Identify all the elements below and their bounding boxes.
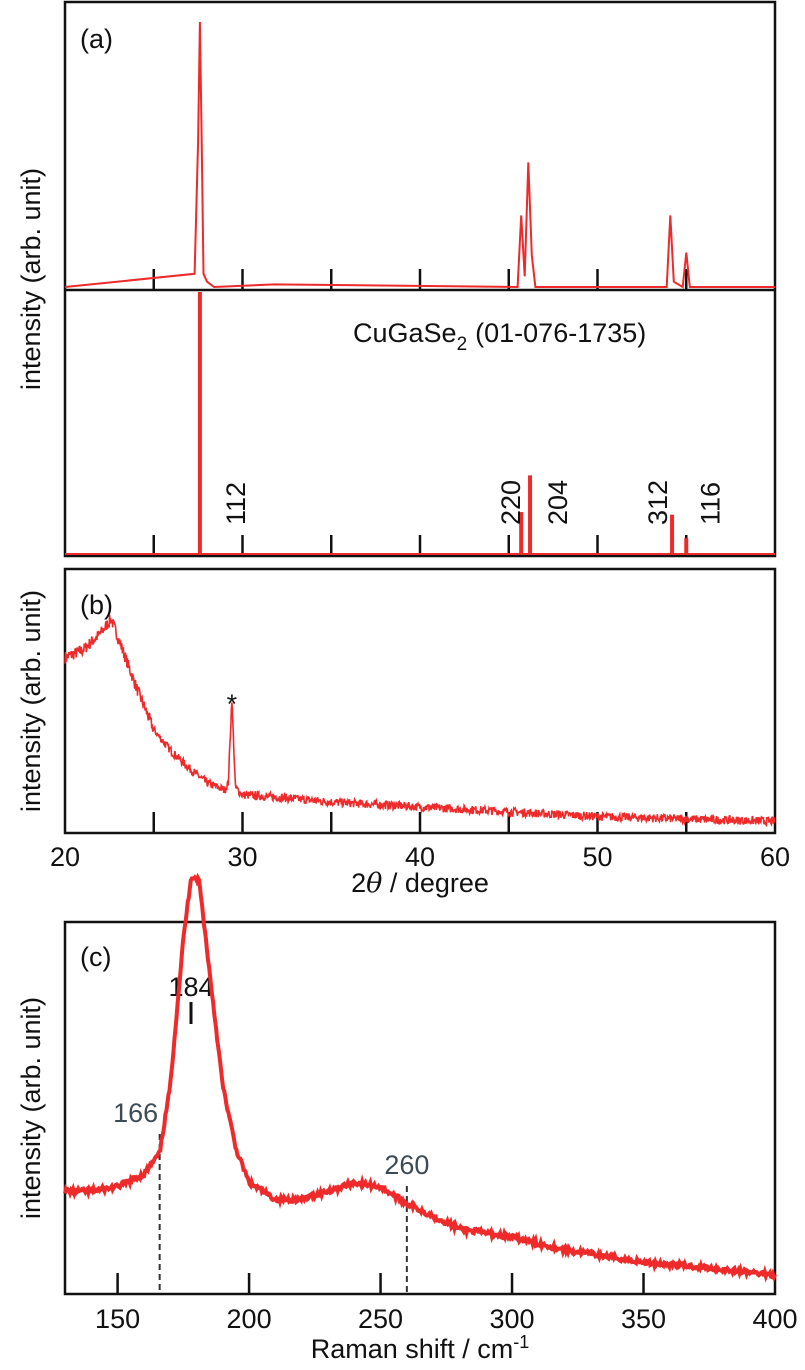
panel-c-tick-label: 300 (490, 1304, 535, 1334)
panel-c-tick-label: 400 (752, 1304, 797, 1334)
panel-a-hkl-label: 220 (496, 480, 526, 525)
panel-b-star-annotation: * (227, 689, 238, 719)
panel-c-xlabel-main: Raman shift / cm (311, 1334, 514, 1364)
reference-label-main: CuGaSe (353, 318, 457, 348)
panel-b-xlabel-suffix: / degree (382, 868, 489, 898)
panel-c-annotations: 184 166 260 (113, 972, 429, 1294)
panel-b-label: (b) (80, 590, 113, 620)
panel-c-peak-label: 184 (168, 972, 213, 1002)
panel-a-hkl-label: 112 (221, 482, 251, 525)
panel-a-reference-label: CuGaSe2 (01-076-1735) (353, 318, 646, 355)
panel-b-tick-label: 50 (582, 842, 612, 872)
panel-b-tick-label: 20 (50, 842, 80, 872)
panel-a-bottom-ticks (152, 535, 688, 556)
panel-b-tick-label: 30 (227, 842, 257, 872)
panel-c-tick-label: 150 (95, 1304, 140, 1334)
panel-a-hkl-labels: 112 220 204 312 116 (221, 480, 725, 525)
panel-a-hkl-label: 312 (643, 480, 673, 525)
panel-c-xlabel: Raman shift / cm-1 (311, 1332, 530, 1364)
panel-a-hkl-label: 116 (695, 482, 725, 525)
panel-c-ylabel: intensity (arb. unit) (16, 997, 46, 1219)
reference-label-pdf: (01-076-1735) (475, 318, 646, 348)
panel-a-ylabel: intensity (arb. unit) (16, 168, 46, 390)
panel-b-frame (63, 567, 777, 835)
panel-b-series (64, 614, 776, 828)
panel-c-ticks (116, 1273, 645, 1294)
panel-b: (b) * 20 30 40 50 60 2θ / degree (50, 567, 790, 899)
panel-b-xlabel: 2θ / degree (351, 868, 489, 899)
panel-a-pattern-series (64, 21, 775, 289)
panel-c-tick-label: 250 (358, 1304, 403, 1334)
panel-c-tick-labels: 150 200 250 300 350 400 (95, 1304, 797, 1334)
panel-a-label: (a) (80, 24, 113, 54)
panel-c: 184 166 260 (c) 150 200 250 300 350 400 Raman s… (63, 872, 798, 1364)
panel-a: 112 220 204 312 116 (a) CuGaSe2 (01-076-1735) (63, 0, 777, 558)
panel-c-xlabel-sup: -1 (513, 1332, 529, 1352)
panel-c-dashed-label: 260 (384, 1150, 429, 1180)
panel-a-hkl-label: 204 (543, 480, 573, 525)
panel-b-xlabel-prefix: 2 (351, 868, 366, 898)
panel-b-tick-label: 60 (760, 842, 790, 872)
panel-a-reference-peaks (65, 292, 775, 555)
panel-c-label: (c) (80, 942, 111, 972)
reference-label-sub: 2 (457, 334, 468, 355)
panel-c-tick-label: 350 (621, 1304, 666, 1334)
panel-c-dashed-label: 166 (113, 1098, 158, 1128)
panel-b-tick-label: 40 (405, 842, 435, 872)
panel-b-xlabel-theta: θ (366, 868, 382, 899)
panel-c-series (63, 872, 777, 1283)
panel-c-tick-label: 200 (227, 1304, 272, 1334)
panel-c-frame (63, 920, 777, 1296)
panel-b-ticks (152, 812, 688, 833)
panel-b-ylabel: intensity (arb. unit) (16, 590, 46, 812)
panel-b-tick-labels: 20 30 40 50 60 (50, 842, 790, 872)
